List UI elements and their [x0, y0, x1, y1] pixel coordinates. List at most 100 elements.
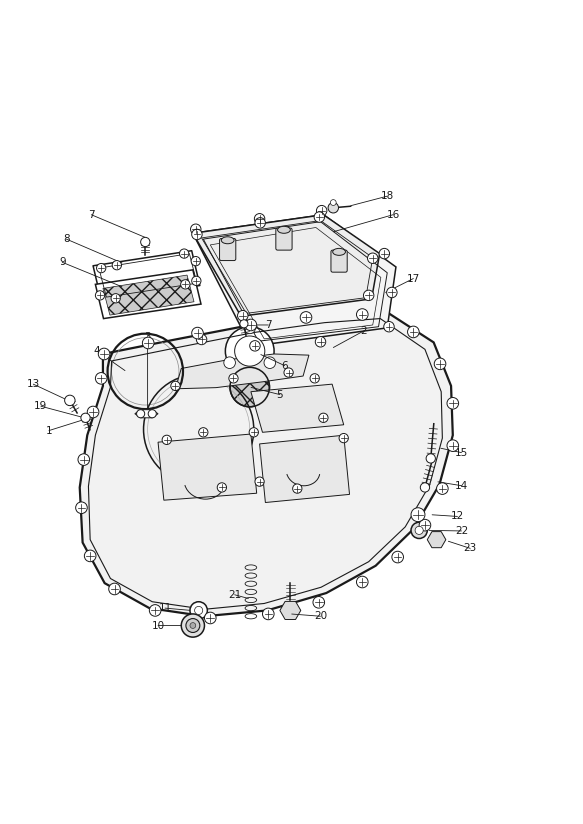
Circle shape	[384, 321, 394, 332]
Circle shape	[313, 597, 325, 608]
Circle shape	[356, 309, 368, 321]
Circle shape	[250, 340, 260, 351]
Circle shape	[379, 248, 389, 259]
Circle shape	[199, 428, 208, 437]
Circle shape	[328, 203, 339, 213]
Circle shape	[408, 326, 419, 338]
Circle shape	[419, 519, 431, 531]
Circle shape	[262, 608, 274, 620]
Text: 1: 1	[45, 425, 52, 436]
Text: 16: 16	[387, 210, 400, 220]
Circle shape	[434, 358, 446, 370]
Circle shape	[426, 454, 436, 463]
Text: 8: 8	[63, 234, 70, 244]
Circle shape	[109, 583, 120, 595]
Circle shape	[255, 477, 264, 486]
Polygon shape	[251, 384, 344, 433]
Circle shape	[387, 288, 397, 297]
Circle shape	[230, 368, 269, 407]
Text: 7: 7	[265, 320, 272, 330]
Text: 12: 12	[451, 512, 464, 522]
Circle shape	[87, 406, 99, 418]
Circle shape	[81, 413, 90, 423]
Text: 10: 10	[152, 620, 164, 630]
Text: 20: 20	[314, 611, 327, 621]
Circle shape	[249, 428, 258, 437]
Circle shape	[356, 576, 368, 588]
Circle shape	[191, 256, 201, 266]
Text: 11: 11	[159, 603, 171, 613]
Text: 9: 9	[59, 257, 66, 267]
Circle shape	[191, 224, 201, 235]
Circle shape	[180, 249, 189, 258]
Polygon shape	[193, 215, 396, 346]
FancyBboxPatch shape	[276, 228, 292, 250]
Circle shape	[112, 260, 121, 269]
Text: 22: 22	[455, 526, 468, 536]
Circle shape	[229, 374, 238, 383]
Circle shape	[420, 483, 430, 492]
Text: 13: 13	[27, 379, 40, 389]
Circle shape	[415, 527, 423, 535]
Circle shape	[224, 357, 236, 368]
Circle shape	[192, 229, 202, 240]
Circle shape	[96, 291, 105, 300]
Circle shape	[363, 290, 374, 301]
Circle shape	[367, 253, 378, 264]
Circle shape	[171, 382, 180, 391]
Text: 18: 18	[381, 191, 394, 201]
Circle shape	[97, 264, 106, 273]
Text: 17: 17	[407, 274, 420, 283]
Ellipse shape	[333, 248, 346, 255]
Circle shape	[186, 619, 200, 633]
Circle shape	[142, 337, 154, 349]
Polygon shape	[175, 354, 309, 389]
Polygon shape	[135, 410, 158, 418]
Polygon shape	[96, 269, 201, 319]
Polygon shape	[80, 311, 453, 616]
Circle shape	[234, 336, 265, 366]
Circle shape	[162, 435, 171, 444]
FancyBboxPatch shape	[220, 238, 236, 260]
Circle shape	[85, 550, 96, 562]
Circle shape	[447, 440, 459, 452]
Circle shape	[192, 276, 201, 285]
Circle shape	[314, 212, 325, 222]
Text: 23: 23	[463, 543, 477, 554]
Circle shape	[315, 336, 326, 347]
Text: 14: 14	[455, 480, 468, 490]
Circle shape	[96, 372, 107, 384]
Circle shape	[190, 623, 196, 629]
Circle shape	[392, 551, 403, 563]
Text: 6: 6	[281, 361, 288, 371]
Ellipse shape	[222, 236, 234, 244]
Text: 3: 3	[144, 331, 151, 342]
Circle shape	[411, 508, 425, 522]
Circle shape	[149, 605, 161, 616]
Circle shape	[237, 311, 248, 321]
Text: 21: 21	[228, 590, 241, 600]
Polygon shape	[427, 531, 446, 548]
Circle shape	[190, 602, 208, 619]
Circle shape	[226, 326, 274, 376]
Polygon shape	[259, 435, 350, 503]
Circle shape	[205, 612, 216, 624]
Circle shape	[196, 335, 207, 344]
Circle shape	[111, 293, 120, 303]
Circle shape	[148, 410, 156, 418]
Polygon shape	[103, 275, 194, 315]
Text: 19: 19	[34, 401, 47, 411]
Circle shape	[293, 484, 302, 494]
Circle shape	[317, 205, 327, 216]
Circle shape	[181, 614, 205, 637]
Text: 7: 7	[88, 210, 94, 220]
Text: 4: 4	[94, 346, 100, 356]
FancyBboxPatch shape	[331, 250, 347, 272]
Circle shape	[437, 483, 448, 494]
Circle shape	[319, 413, 328, 423]
Circle shape	[99, 349, 110, 360]
Circle shape	[331, 199, 336, 205]
Text: 15: 15	[455, 447, 468, 457]
Ellipse shape	[278, 227, 290, 233]
Circle shape	[329, 204, 338, 213]
